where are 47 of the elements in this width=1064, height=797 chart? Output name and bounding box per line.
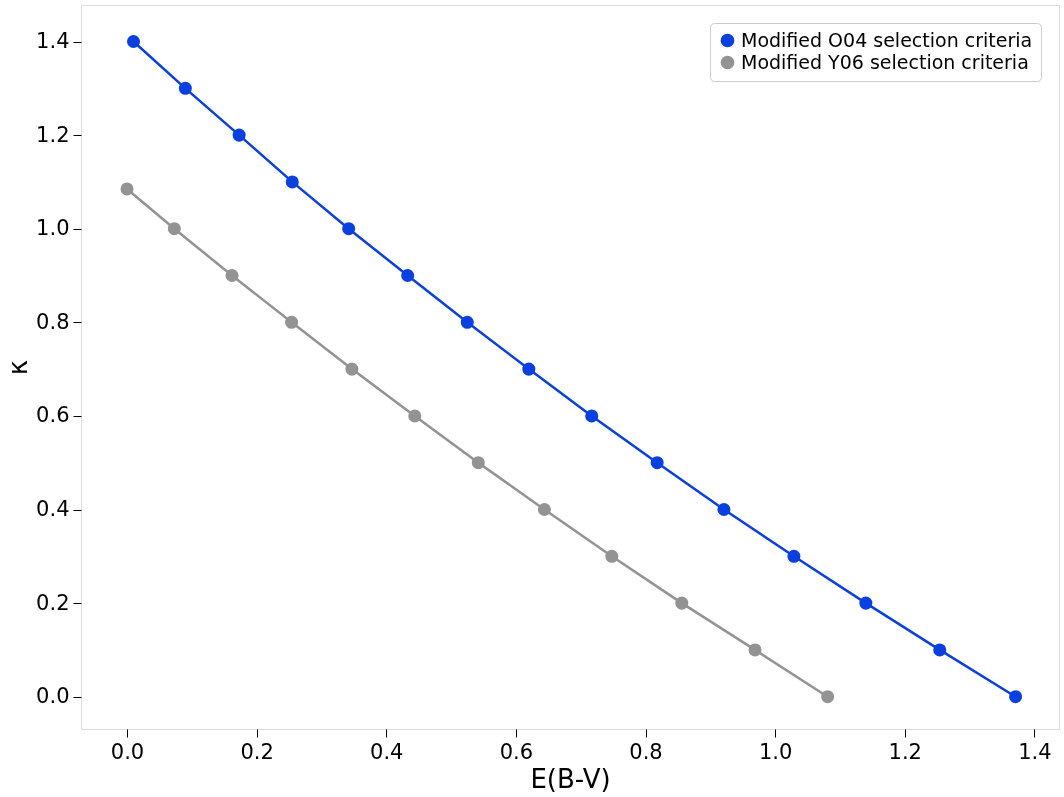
x-tick-label: 0.4 — [370, 739, 404, 764]
point — [225, 269, 239, 283]
point — [859, 596, 873, 610]
x-tick-label: 0.2 — [240, 739, 274, 764]
point — [285, 175, 299, 189]
point — [605, 549, 619, 563]
point — [342, 222, 356, 236]
y-tick-label: 0.0 — [36, 684, 70, 709]
point — [1009, 690, 1023, 704]
y-tick-label: 0.4 — [36, 497, 70, 522]
point — [120, 182, 134, 196]
point — [167, 222, 181, 236]
x-tick-label: 1.4 — [1018, 739, 1052, 764]
y-tick-label: 1.4 — [36, 29, 70, 53]
point — [460, 315, 474, 329]
x-axis-title: E(B-V) — [530, 763, 611, 794]
point — [408, 409, 422, 423]
point — [471, 456, 485, 470]
point — [748, 643, 762, 657]
point — [401, 269, 415, 283]
x-tick-label: 0.6 — [499, 739, 534, 764]
point — [675, 596, 689, 610]
point — [522, 362, 536, 376]
y-tick-label: 1.2 — [36, 122, 70, 147]
y-tick-label: 0.6 — [36, 403, 70, 428]
point — [178, 81, 192, 95]
x-tick-label: 1.2 — [888, 739, 922, 764]
y-tick-label: 1.0 — [36, 216, 70, 241]
y-tick-label: 0.2 — [36, 590, 70, 615]
point — [232, 128, 246, 142]
legend-label: Modified O04 selection criteria — [741, 28, 1033, 51]
point — [585, 409, 599, 423]
point — [285, 315, 299, 329]
y-tick-label: 0.8 — [36, 309, 70, 334]
y-axis-title: κ — [3, 359, 34, 376]
point — [717, 503, 731, 517]
point — [821, 690, 835, 704]
legend-label: Modified Y06 selection criteria — [741, 50, 1029, 73]
point — [537, 503, 551, 517]
point — [787, 549, 801, 563]
x-tick-label: 0.8 — [629, 739, 663, 764]
point — [345, 362, 359, 376]
x-tick-label: 0.0 — [110, 739, 145, 764]
point — [126, 35, 141, 49]
point — [933, 643, 947, 657]
x-tick-label: 1.0 — [758, 739, 793, 764]
point — [650, 456, 664, 470]
